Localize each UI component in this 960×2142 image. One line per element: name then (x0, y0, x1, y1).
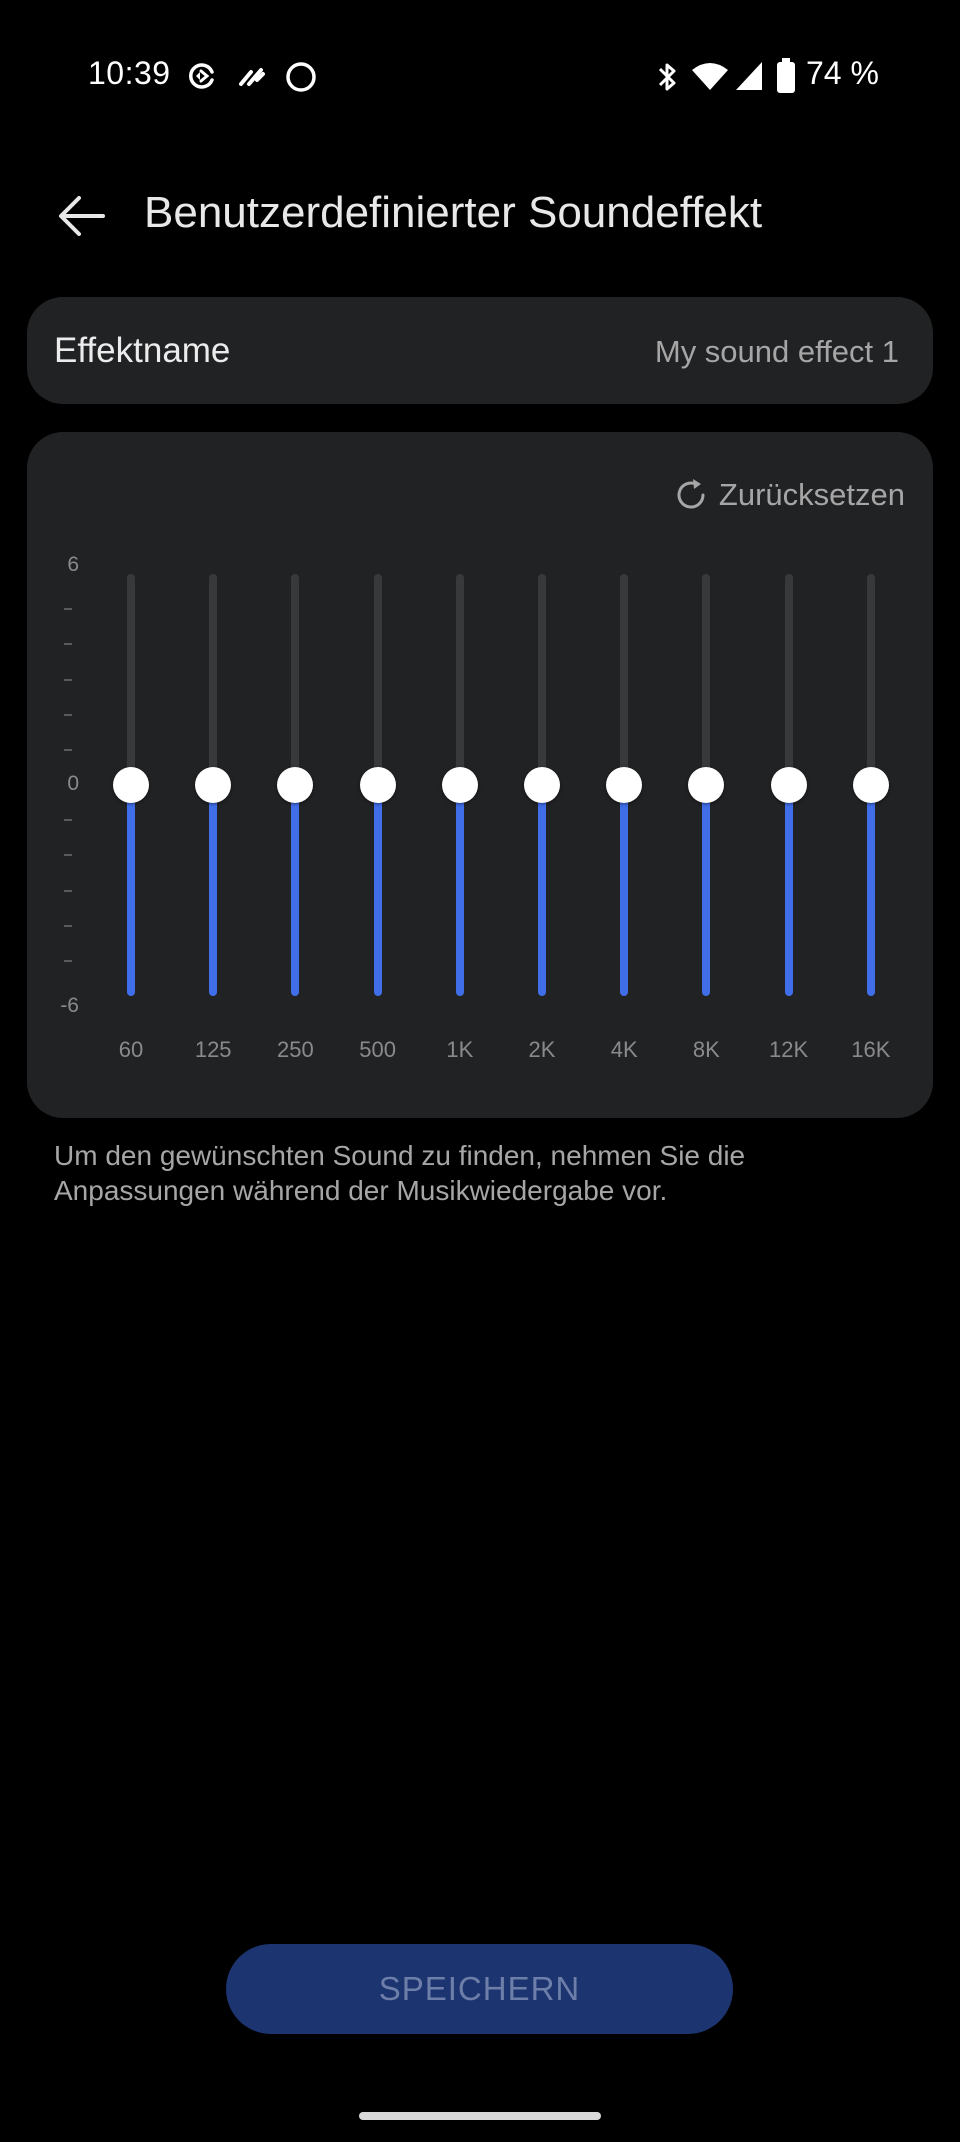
band-frequency-label: 125 (194, 1037, 232, 1062)
scale-tick (64, 959, 72, 962)
scale-tick (64, 643, 72, 646)
effect-name-value: My sound effect 1 (654, 334, 899, 369)
band-slider-knob[interactable] (770, 767, 807, 803)
equalizer-panel: Zurücksetzen 6 0 -6 60 125 250 500 1K 2K 4K 8K 1… (27, 432, 933, 1118)
reset-button[interactable]: Zurücksetzen (673, 470, 905, 520)
link-icon (237, 62, 267, 95)
band-frequency-label: 4K (610, 1037, 638, 1062)
band-slider-fill (455, 785, 464, 996)
effect-name-label: Effektname (54, 331, 231, 370)
band-frequency-label: 2K (528, 1037, 556, 1062)
back-button[interactable] (46, 180, 118, 252)
data-saver-icon (186, 60, 218, 97)
status-bar: 10:39 (0, 0, 960, 150)
save-button[interactable]: SPEICHERN (226, 1944, 733, 2034)
band-frequency-label: 8K (692, 1037, 720, 1062)
band-slider-knob[interactable] (277, 767, 314, 803)
scale-label-max: 6 (67, 553, 79, 576)
band-slider-fill (291, 785, 300, 996)
band-frequency-label: 1K (446, 1037, 474, 1062)
scale-tick (64, 924, 72, 927)
band-slider-knob[interactable] (524, 767, 560, 803)
band-slider-fill (538, 785, 546, 996)
refresh-icon (677, 479, 705, 509)
effect-name-row[interactable]: Effektname My sound effect 1 (27, 297, 933, 404)
wifi-icon (690, 60, 730, 97)
band-slider-knob[interactable] (606, 767, 643, 803)
bluetooth-icon (656, 60, 680, 99)
scale-label-zero: 0 (67, 772, 79, 795)
band-slider-fill (702, 785, 711, 996)
hint-text: Um den gewünschten Sound zu finden, nehm… (54, 1140, 746, 1206)
band-frequency-label: 250 (277, 1037, 314, 1062)
reset-label: Zurücksetzen (718, 477, 905, 512)
arrow-left-icon (59, 196, 105, 236)
battery-icon (776, 58, 796, 99)
circle-icon (284, 60, 318, 99)
band-frequency-label: 500 (359, 1037, 396, 1062)
band-slider-fill (373, 785, 382, 996)
band-frequency-label: 16K (851, 1037, 891, 1062)
scale-tick (64, 608, 72, 611)
band-slider-fill (127, 785, 135, 996)
band-slider-fill (620, 785, 629, 996)
band-slider-knob[interactable] (852, 767, 889, 803)
band-slider-knob[interactable] (359, 767, 396, 803)
home-indicator[interactable] (359, 2112, 601, 2120)
band-slider-knob[interactable] (688, 767, 725, 803)
band-slider-knob[interactable] (195, 767, 232, 803)
band-slider-fill (784, 785, 793, 996)
band-slider-knob[interactable] (441, 767, 478, 803)
scale-tick (64, 819, 72, 822)
band-slider-fill (209, 785, 218, 996)
battery-percentage: 74 % (806, 55, 879, 91)
band-slider-knob[interactable] (113, 767, 149, 803)
page-title: Benutzerdefinierter Soundeffekt (144, 188, 763, 237)
band-frequency-label: 60 (118, 1037, 144, 1062)
band-slider-fill (866, 785, 875, 996)
scale-tick (64, 854, 72, 857)
scale-tick (64, 748, 72, 751)
scale-label-min: -6 (60, 994, 79, 1017)
status-time: 10:39 (88, 55, 171, 91)
scale-tick (64, 713, 72, 716)
scale-tick (64, 678, 72, 681)
band-frequency-label: 12K (769, 1037, 809, 1062)
scale-tick (64, 889, 72, 892)
signal-icon (734, 60, 764, 97)
